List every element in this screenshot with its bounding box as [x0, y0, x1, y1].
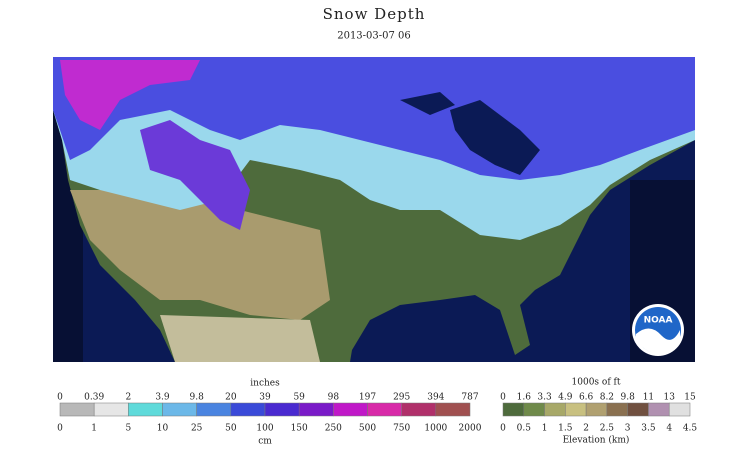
- legend-label: 25: [191, 424, 203, 434]
- legend-label: 100: [256, 424, 273, 434]
- snow-deepest: [60, 60, 200, 130]
- legend-label: 0: [57, 393, 63, 403]
- legend-label: 20: [225, 393, 237, 403]
- legend-label: 295: [393, 393, 410, 403]
- legend-swatch: [502, 402, 525, 417]
- legend-label: 0.39: [84, 393, 104, 403]
- legend-unit: Elevation (km): [563, 435, 630, 446]
- legend-label: 1: [91, 424, 97, 434]
- legend-label: 13: [663, 393, 675, 403]
- legend-label: 15: [684, 393, 696, 403]
- timestamp: 2013-03-07 06: [337, 31, 411, 42]
- logo-text: NOAA: [644, 316, 673, 326]
- logo-wave: [636, 328, 680, 355]
- legend-label: 0: [57, 424, 63, 434]
- legend-label: 59: [293, 393, 305, 403]
- legend-label: 3: [625, 424, 631, 434]
- legend-swatch: [162, 402, 197, 417]
- legend-label: 10: [157, 424, 169, 434]
- legend-label: 4.9: [558, 393, 573, 403]
- legend-swatch: [230, 402, 266, 417]
- legend-swatch: [401, 402, 437, 417]
- legend-label: 750: [393, 424, 410, 434]
- legend-label: 50: [225, 424, 237, 434]
- legend-label: 0: [500, 424, 506, 434]
- legend-label: 1.5: [558, 424, 573, 434]
- legend-unit: cm: [258, 437, 272, 447]
- legend-label: 1000: [424, 424, 447, 434]
- great-lakes: [450, 100, 540, 175]
- legend-label: 1.6: [517, 393, 532, 403]
- legend-swatch: [565, 402, 587, 417]
- legend-label: 98: [328, 393, 340, 403]
- legend-label: 9.8: [621, 393, 636, 403]
- legend-swatch: [523, 402, 545, 417]
- legend-label: 3.5: [641, 424, 656, 434]
- legend-label: 39: [259, 393, 271, 403]
- legend-unit: inches: [250, 379, 280, 389]
- legend-label: 197: [359, 393, 376, 403]
- legend-label: 2.5: [600, 424, 615, 434]
- legend-label: 0.5: [517, 424, 532, 434]
- great-lakes: [400, 92, 455, 115]
- map: NOAA: [53, 57, 695, 362]
- legend-label: 3.3: [537, 393, 552, 403]
- legend-label: 150: [291, 424, 308, 434]
- legend-swatch: [128, 402, 163, 417]
- legend-swatch: [648, 402, 670, 417]
- legend-label: 3.9: [155, 393, 170, 403]
- legend-label: 250: [325, 424, 342, 434]
- legend-label: 787: [461, 393, 478, 403]
- legend-unit: 1000s of ft: [572, 378, 621, 388]
- western-terrain: [70, 190, 330, 320]
- legend-swatch: [93, 402, 129, 417]
- legend-label: 394: [427, 393, 444, 403]
- snow-mountains: [140, 120, 250, 230]
- legend-label: 500: [359, 424, 376, 434]
- legend-swatch: [668, 402, 691, 417]
- legend-label: 4.5: [683, 424, 698, 434]
- legend-swatch: [333, 402, 368, 417]
- legend-label: 1: [542, 424, 548, 434]
- legend-swatch: [264, 402, 300, 417]
- legend-swatch: [367, 402, 402, 417]
- legend-swatch: [59, 402, 95, 417]
- legend-label: 0: [500, 393, 506, 403]
- noaa-logo: NOAA: [632, 304, 684, 356]
- legend-swatch: [544, 402, 566, 417]
- legend-label: 6.6: [579, 393, 594, 403]
- legend-label: 5: [125, 424, 131, 434]
- mexico: [160, 315, 320, 362]
- legend-label: 9.8: [190, 393, 205, 403]
- legend-swatch: [435, 402, 471, 417]
- legend-swatch: [585, 402, 608, 417]
- legend-label: 2000: [459, 424, 482, 434]
- title: Snow Depth: [323, 5, 426, 23]
- legend-label: 8.2: [600, 393, 614, 403]
- legend-label: 2: [125, 393, 131, 403]
- legend-label: 11: [643, 393, 654, 403]
- legend-label: 4: [666, 424, 672, 434]
- legend-swatch: [298, 402, 334, 417]
- legend-swatch: [606, 402, 628, 417]
- legend-swatch: [627, 402, 649, 417]
- legend-label: 2: [583, 424, 589, 434]
- legend-swatch: [196, 402, 232, 417]
